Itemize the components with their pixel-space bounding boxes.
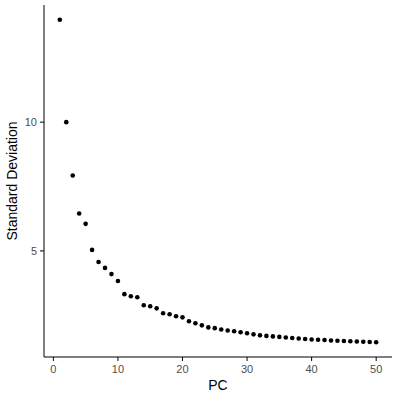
point [245,331,250,336]
point [167,312,172,317]
y-axis-title: Standard Deviation [4,121,20,240]
point [271,334,276,339]
point [335,338,340,343]
point [232,329,237,334]
point [135,295,140,300]
point [309,337,314,342]
x-tick [247,357,248,361]
background [0,0,400,400]
point [225,328,230,333]
point [361,340,366,345]
point [174,314,179,319]
x-tick [311,357,312,361]
point [367,340,372,345]
point [96,260,101,265]
point [251,332,256,337]
point [103,266,108,271]
x-tick-label: 50 [370,363,382,375]
point [212,326,217,331]
point [296,336,301,341]
y-tick [40,122,44,123]
point [141,303,146,308]
point [70,173,75,178]
y-axis-line [44,5,45,357]
point [64,120,69,125]
point [180,315,185,320]
point [154,306,159,311]
y-tick-label: 10 [25,116,37,128]
chart: 0 10 20 30 40 50 5 10 PC Standard Deviation [0,0,400,400]
point [238,330,243,335]
point [206,325,211,330]
point [129,294,134,299]
point [258,333,263,338]
x-tick-label: 30 [241,363,253,375]
point [148,304,153,309]
x-tick [53,357,54,361]
y-tick [40,250,44,251]
point [316,337,321,342]
x-tick-label: 10 [112,363,124,375]
x-tick-label: 20 [176,363,188,375]
point [90,248,95,253]
point [122,292,127,297]
point [348,339,353,344]
point [290,336,295,341]
x-tick-label: 0 [50,363,56,375]
point [342,339,347,344]
points [58,17,379,344]
y-tick-label: 5 [31,245,37,257]
point [374,340,379,345]
point [277,335,282,340]
point [161,311,166,316]
point [77,211,82,216]
x-axis-line [44,357,392,358]
x-axis-title: PC [208,377,227,393]
point [116,279,121,284]
point [264,334,269,339]
x-tick-label: 40 [305,363,317,375]
point [187,319,192,324]
point [58,17,63,22]
point [329,338,334,343]
point [303,337,308,342]
x-tick [182,357,183,361]
x-tick [376,357,377,361]
point [200,323,205,328]
point [355,339,360,344]
point [109,272,114,277]
point [219,327,224,332]
point [283,335,288,340]
point [322,338,327,343]
x-tick [117,357,118,361]
point [83,222,88,227]
point [193,321,198,326]
